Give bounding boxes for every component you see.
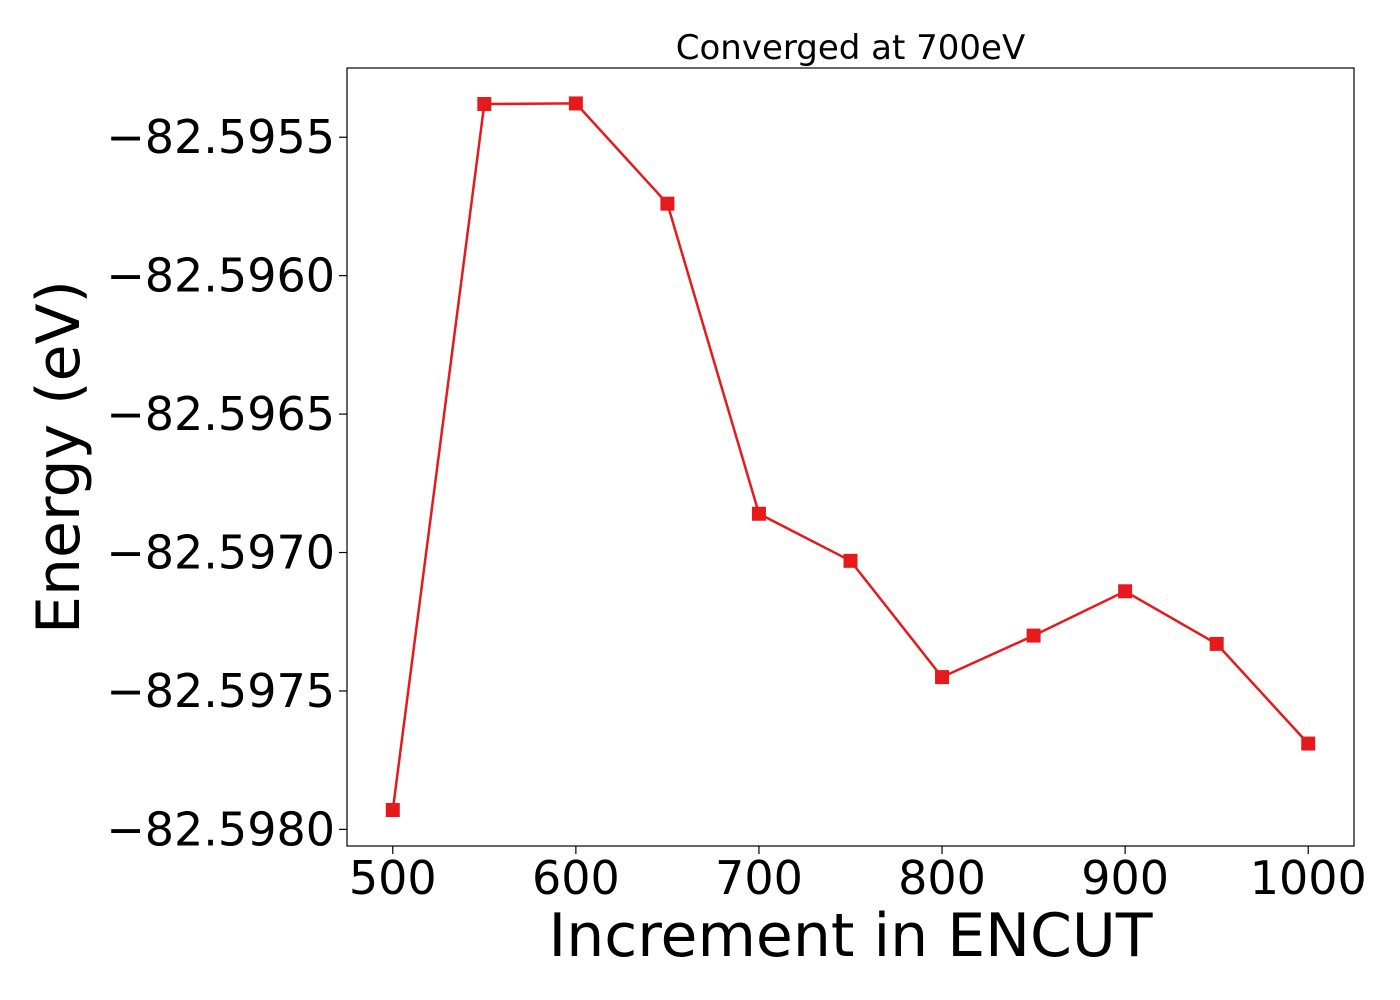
- data-point: [751, 506, 766, 521]
- x-tick-label: 600: [532, 851, 620, 905]
- y-axis-label: Energy (eV): [24, 280, 94, 634]
- data-point: [1026, 628, 1041, 643]
- x-tick-label: 700: [715, 851, 803, 905]
- x-tick-label: 800: [898, 851, 986, 905]
- x-axis-label: Increment in ENCUT: [549, 901, 1153, 971]
- y-tick-label: −82.5955: [106, 110, 335, 164]
- y-tick-label: −82.5960: [106, 249, 335, 303]
- x-tick-label: 500: [349, 851, 437, 905]
- plot-area: [385, 96, 1316, 818]
- y-tick-label: −82.5970: [106, 526, 335, 580]
- x-tick-label: 1000: [1250, 851, 1367, 905]
- data-point: [843, 553, 858, 568]
- chart-title: Converged at 700eV: [676, 28, 1025, 68]
- data-point: [1118, 584, 1133, 599]
- y-tick-label: −82.5975: [106, 664, 335, 718]
- data-point: [660, 196, 675, 211]
- data-point: [477, 96, 492, 111]
- x-axis: 500 600 700 800 900 1000: [349, 846, 1367, 905]
- plot-frame: [346, 67, 1355, 847]
- data-point: [1301, 736, 1316, 751]
- y-tick-label: −82.5980: [106, 802, 335, 856]
- data-point: [1209, 636, 1224, 651]
- y-axis: −82.5955 −82.5960 −82.5965 −82.5970 −82.5975…: [106, 110, 347, 856]
- data-point: [935, 670, 950, 685]
- x-tick-label: 900: [1081, 851, 1169, 905]
- y-tick-label: −82.5965: [106, 387, 335, 441]
- data-point: [385, 803, 400, 818]
- series-line: [391, 102, 1310, 811]
- data-point: [568, 96, 583, 111]
